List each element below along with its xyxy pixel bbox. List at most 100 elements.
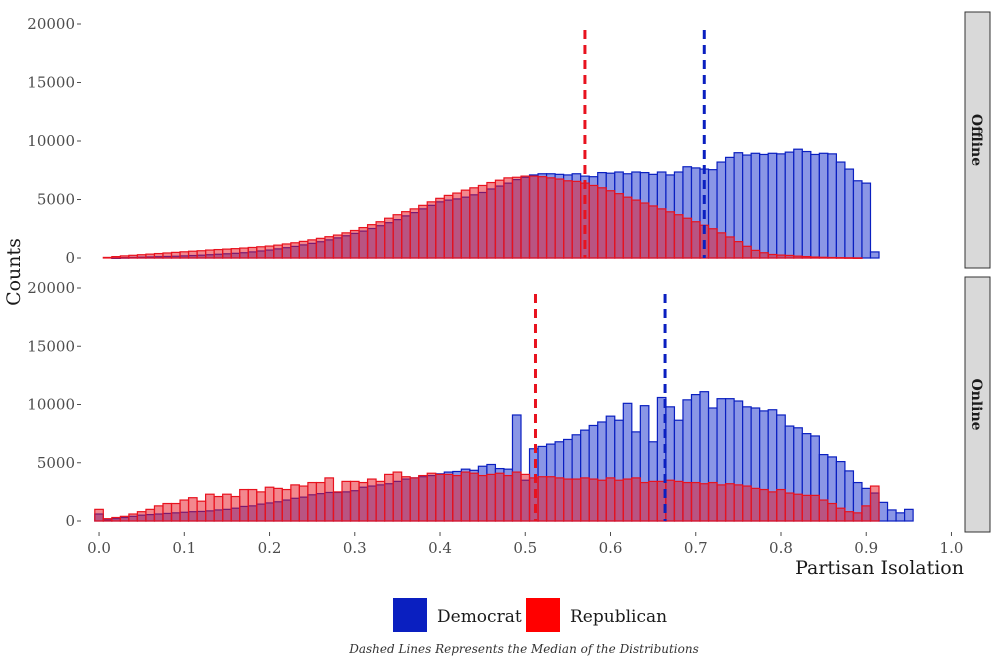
histogram-bar-republican: [486, 473, 497, 522]
histogram-bar-republican: [563, 478, 573, 522]
x-tick-label: 0.4: [428, 539, 452, 557]
histogram-bar-republican: [563, 180, 573, 259]
histogram-bar-republican: [503, 177, 514, 259]
histogram-bar-republican: [631, 199, 641, 259]
histogram-bar-republican: [656, 208, 667, 259]
histogram-bar-republican: [205, 249, 215, 259]
x-tick-label: 0.5: [513, 539, 537, 557]
histogram-bar-republican: [273, 487, 283, 522]
histogram-bar-republican: [145, 253, 156, 259]
histogram-bar-republican: [315, 237, 326, 259]
histogram-bar-republican: [784, 254, 795, 259]
y-tick-label: 20000: [27, 15, 75, 33]
histogram-bar-republican: [145, 508, 156, 522]
histogram-bar-democrat: [810, 153, 820, 259]
histogram-bar-democrat: [869, 251, 880, 259]
histogram-bar-republican: [835, 257, 846, 259]
x-tick-label: 0.3: [343, 539, 367, 557]
histogram-bar-republican: [187, 497, 198, 522]
histogram-bar-republican: [861, 505, 872, 522]
histogram-bar-republican: [460, 471, 471, 522]
histogram-bar-republican: [716, 484, 727, 522]
histogram-bar-republican: [324, 477, 335, 522]
histogram-bar-democrat: [835, 161, 846, 259]
histogram-bar-republican: [273, 244, 283, 259]
histogram-bar-republican: [366, 478, 377, 522]
histogram-bar-republican: [494, 472, 505, 522]
histogram-bar-republican: [682, 481, 693, 522]
histogram-bar-republican: [136, 511, 147, 522]
histogram-bar-republican: [733, 241, 744, 259]
histogram-bar-republican: [111, 516, 121, 522]
histogram-bar-republican: [128, 513, 139, 522]
histogram-bar-republican: [281, 488, 292, 522]
y-tick-label: 10000: [27, 132, 75, 150]
histogram-bar-republican: [281, 243, 292, 259]
histogram-bar-republican: [170, 251, 181, 259]
histogram-bar-republican: [716, 232, 727, 259]
histogram-bar-republican: [614, 193, 624, 259]
histogram-bar-republican: [690, 221, 701, 259]
histogram-bar-republican: [759, 488, 769, 522]
histogram-bar-republican: [784, 492, 795, 522]
histogram-bar-democrat: [903, 508, 914, 522]
histogram-bar-republican: [443, 473, 454, 522]
histogram-bar-republican: [119, 255, 130, 259]
histogram-bar-republican: [580, 477, 590, 522]
histogram-bar-republican: [392, 471, 403, 522]
histogram-bar-republican: [750, 249, 761, 259]
y-axis-title-group: Counts: [3, 238, 25, 306]
y-tick-label: 5000: [37, 454, 75, 472]
histogram-bar-republican: [179, 499, 190, 522]
histogram-bar-republican: [827, 502, 837, 522]
histogram-bar-republican: [443, 194, 454, 259]
histogram-bar-republican: [349, 229, 360, 259]
histogram-bar-democrat: [852, 180, 863, 259]
histogram-bar-republican: [102, 518, 113, 522]
x-axis: 0.0 0.1 0.2 0.3 0.4 0.5 0.6 0.7 0.8 0.9 1.0: [87, 532, 963, 557]
histogram-bar-republican: [247, 246, 258, 259]
histogram-bar-democrat: [793, 148, 803, 259]
x-axis-title: Partisan Isolation: [795, 557, 964, 579]
histogram-bar-republican: [196, 500, 207, 522]
histogram-bar-republican: [315, 481, 326, 522]
histogram-bar-republican: [597, 479, 607, 522]
histogram-bar-republican: [349, 480, 360, 522]
histogram-bar-republican: [358, 481, 369, 522]
histogram-bar-republican: [622, 196, 633, 259]
x-tick-label: 0.6: [599, 539, 623, 557]
histogram-bar-republican: [401, 476, 411, 522]
histogram-bar-republican: [162, 502, 173, 522]
histogram-bar-republican: [341, 480, 352, 522]
legend-label-democrat: Democrat: [437, 607, 522, 627]
histogram-bar-republican: [511, 176, 522, 259]
y-tick-label: 0: [65, 249, 75, 267]
histogram-bar-republican: [136, 254, 147, 259]
histogram-bar-republican: [290, 242, 300, 259]
histogram-bar-republican: [511, 471, 522, 522]
facet-online: 0 5000 10000 15000 20000 Online: [27, 276, 991, 533]
legend: Democrat Republican: [393, 598, 667, 632]
histogram-bar-democrat: [844, 168, 855, 259]
histogram-bar-republican: [401, 211, 411, 259]
histogram-bar-republican: [102, 256, 113, 259]
histogram-bar-republican: [810, 256, 820, 259]
histogram-bar-republican: [213, 248, 224, 259]
x-tick-label: 0.0: [87, 539, 111, 557]
histogram-bar-republican: [844, 257, 855, 259]
y-tick-label: 15000: [27, 337, 75, 355]
histogram-bar-republican: [196, 250, 207, 259]
histogram-bar-republican: [605, 477, 616, 522]
histogram-bar-republican: [520, 175, 531, 259]
histogram-bar-republican: [707, 228, 718, 259]
histogram-bar-republican: [818, 499, 829, 522]
histogram-bar-republican: [750, 487, 761, 522]
histogram-bar-republican: [759, 252, 769, 259]
histogram-bar-republican: [707, 481, 718, 522]
histogram-bar-republican: [742, 485, 752, 522]
x-tick-label: 0.8: [769, 539, 793, 557]
caption: Dashed Lines Represents the Median of th…: [348, 642, 699, 656]
histogram-bar-republican: [452, 192, 462, 259]
histogram-bar-republican: [375, 221, 386, 259]
